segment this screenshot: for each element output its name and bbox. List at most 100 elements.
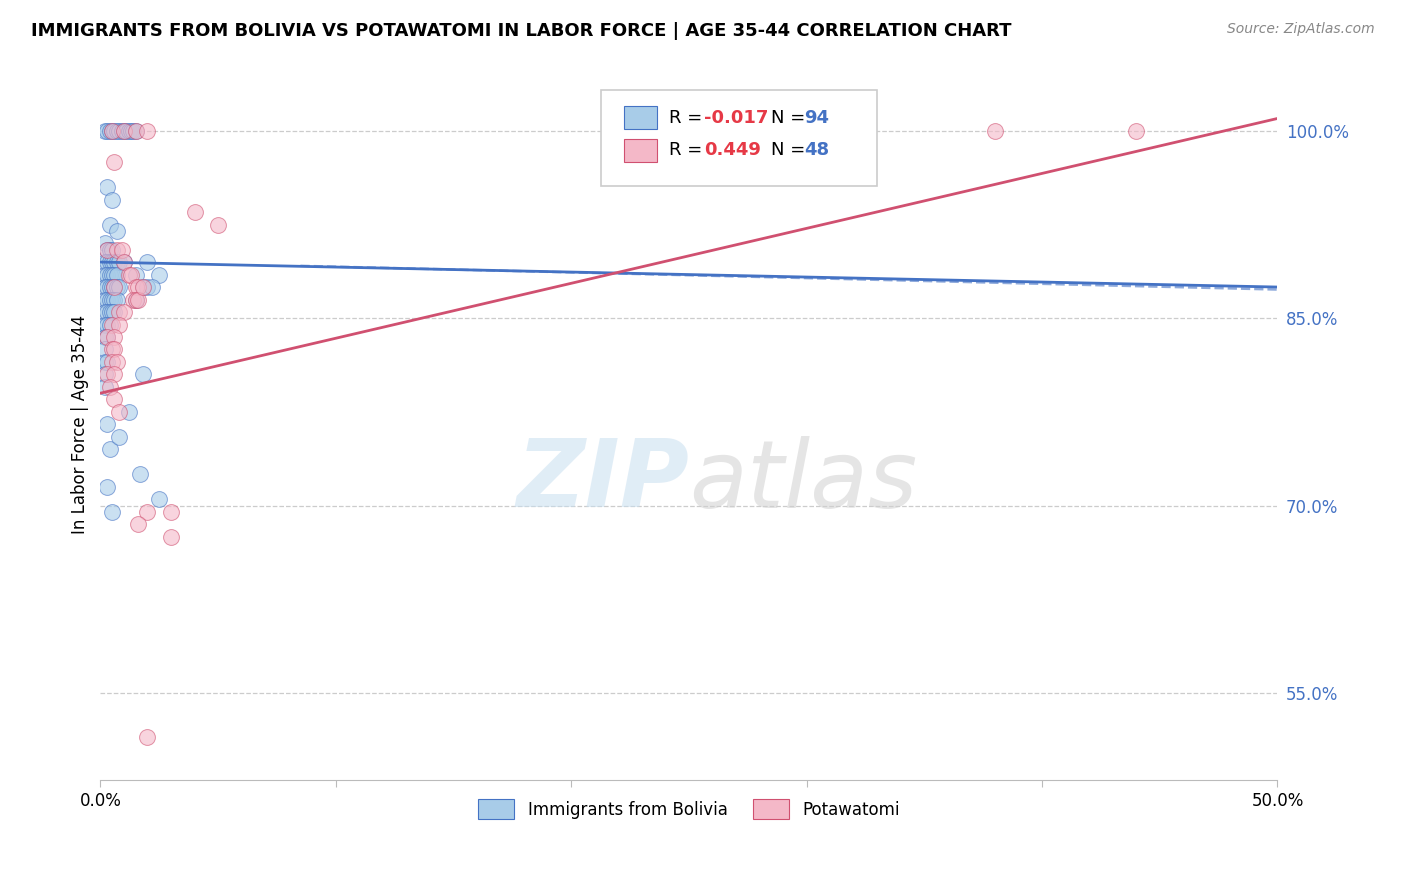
Point <box>105 243 128 257</box>
Point <box>105 268 128 282</box>
Point <box>124 124 146 138</box>
Text: ZIP: ZIP <box>516 435 689 527</box>
Point <box>98 218 121 232</box>
Point <box>136 505 159 519</box>
Point <box>120 124 142 138</box>
Point <box>96 243 118 257</box>
Point <box>101 124 124 138</box>
Point <box>103 280 125 294</box>
Text: -0.017: -0.017 <box>704 109 769 127</box>
Text: R =: R = <box>669 141 707 160</box>
Point <box>94 255 117 269</box>
Point <box>96 280 118 294</box>
Point <box>124 293 146 307</box>
Point <box>101 193 124 207</box>
FancyBboxPatch shape <box>624 139 657 161</box>
Point <box>124 280 146 294</box>
Point <box>96 330 118 344</box>
Text: atlas: atlas <box>689 436 917 527</box>
Point <box>127 517 149 532</box>
Point <box>136 255 159 269</box>
Point <box>101 318 124 332</box>
Point <box>101 268 124 282</box>
Point <box>98 243 121 257</box>
Point <box>94 343 117 357</box>
Point <box>124 293 146 307</box>
Point <box>112 255 135 269</box>
Point <box>94 268 117 282</box>
Point <box>103 268 125 282</box>
Point <box>94 305 117 319</box>
Point <box>108 430 131 444</box>
Point <box>136 280 159 294</box>
Point <box>98 293 121 307</box>
Point <box>96 330 118 344</box>
Point <box>94 318 117 332</box>
Point <box>103 293 125 307</box>
Point <box>96 268 118 282</box>
Point <box>98 318 121 332</box>
Text: 94: 94 <box>804 109 830 127</box>
Point <box>112 124 135 138</box>
Point <box>98 280 121 294</box>
Point <box>124 268 146 282</box>
Point <box>101 280 124 294</box>
Point <box>105 255 128 269</box>
Point <box>160 530 183 544</box>
Point <box>105 224 128 238</box>
Legend: Immigrants from Bolivia, Potawatomi: Immigrants from Bolivia, Potawatomi <box>471 793 907 825</box>
Point <box>103 155 125 169</box>
Point <box>148 268 170 282</box>
Point <box>160 505 183 519</box>
Point <box>101 343 124 357</box>
Point <box>96 180 118 194</box>
Point <box>96 480 118 494</box>
Text: N =: N = <box>772 109 811 127</box>
Text: 0.449: 0.449 <box>704 141 761 160</box>
Text: 48: 48 <box>804 141 830 160</box>
Point <box>96 124 118 138</box>
Point <box>96 243 118 257</box>
Point <box>101 243 124 257</box>
Point <box>112 255 135 269</box>
Point <box>96 318 118 332</box>
Point <box>105 355 128 369</box>
FancyBboxPatch shape <box>600 90 877 186</box>
Point <box>132 280 155 294</box>
Point <box>984 124 1007 138</box>
Point <box>103 280 125 294</box>
Text: IMMIGRANTS FROM BOLIVIA VS POTAWATOMI IN LABOR FORCE | AGE 35-44 CORRELATION CHA: IMMIGRANTS FROM BOLIVIA VS POTAWATOMI IN… <box>31 22 1011 40</box>
Point <box>96 368 118 382</box>
Point <box>103 392 125 407</box>
Text: R =: R = <box>669 109 707 127</box>
Point <box>98 442 121 457</box>
Text: Source: ZipAtlas.com: Source: ZipAtlas.com <box>1227 22 1375 37</box>
Point <box>94 355 117 369</box>
Point <box>98 380 121 394</box>
Point <box>94 368 117 382</box>
Point <box>148 492 170 507</box>
Point <box>127 280 149 294</box>
Point <box>94 330 117 344</box>
Point <box>101 355 124 369</box>
Point <box>108 305 131 319</box>
Point <box>1125 124 1147 138</box>
Point <box>101 293 124 307</box>
Point <box>101 505 124 519</box>
Point <box>108 255 131 269</box>
Point <box>101 255 124 269</box>
Point <box>98 255 121 269</box>
Point <box>101 124 124 138</box>
Point <box>103 305 125 319</box>
Point <box>132 368 155 382</box>
Point <box>117 268 139 282</box>
Point <box>103 255 125 269</box>
Point <box>127 293 149 307</box>
Point <box>108 405 131 419</box>
Point <box>117 124 139 138</box>
Point <box>96 355 118 369</box>
Point <box>122 124 145 138</box>
Point <box>112 124 135 138</box>
Point <box>105 124 128 138</box>
Point <box>96 255 118 269</box>
